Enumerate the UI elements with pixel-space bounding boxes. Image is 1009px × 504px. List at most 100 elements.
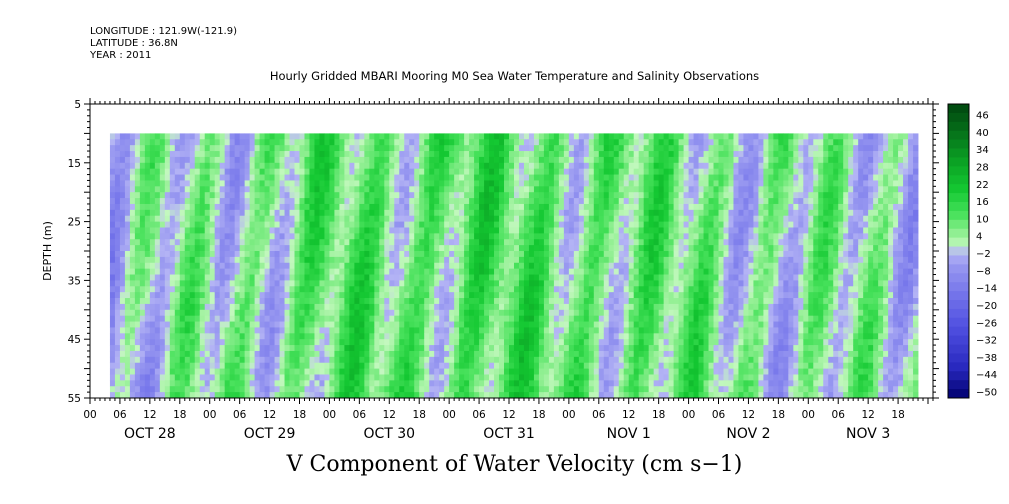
heatmap-cell — [384, 239, 390, 246]
heatmap-cell — [653, 262, 660, 270]
heatmap-cell — [399, 251, 405, 258]
heatmap-cell — [439, 345, 445, 352]
heatmap-cell — [479, 209, 485, 217]
heatmap-cell — [194, 245, 201, 252]
heatmap-cell — [154, 339, 161, 346]
heatmap-cell — [513, 239, 520, 246]
heatmap-cell — [414, 362, 420, 369]
heatmap-cell — [224, 262, 231, 270]
heatmap-cell — [618, 298, 625, 305]
heatmap-cell — [538, 162, 545, 170]
heatmap-cell — [119, 362, 126, 369]
heatmap-cell — [264, 386, 270, 393]
heatmap-cell — [344, 145, 350, 152]
heatmap-cell — [299, 280, 305, 287]
heatmap-cell — [309, 156, 315, 164]
heatmap-cell — [364, 274, 370, 281]
heatmap-cell — [484, 186, 490, 193]
heatmap-cell — [464, 356, 470, 364]
heatmap-cell — [249, 345, 256, 352]
heatmap-cell — [563, 221, 570, 228]
heatmap-cell — [194, 168, 201, 175]
heatmap-cell — [374, 292, 380, 299]
heatmap-cell — [314, 174, 320, 181]
heatmap-cell — [284, 309, 290, 317]
heatmap-cell — [194, 268, 201, 275]
heatmap-cell — [219, 380, 226, 387]
heatmap-cell — [419, 286, 425, 293]
heatmap-cell — [249, 145, 256, 152]
heatmap-cell — [129, 386, 136, 393]
heatmap-cell — [394, 227, 400, 234]
heatmap-cell — [189, 303, 196, 311]
heatmap-cell — [369, 292, 375, 299]
heatmap-cell — [469, 233, 475, 240]
heatmap-cell — [568, 151, 575, 158]
heatmap-cell — [329, 362, 335, 369]
heatmap-cell — [324, 151, 330, 158]
heatmap-cell — [369, 392, 375, 399]
heatmap-cell — [419, 209, 425, 217]
heatmap-cell — [269, 145, 275, 152]
heatmap-cell — [154, 268, 161, 275]
heatmap-cell — [548, 203, 555, 211]
heatmap-cell — [269, 251, 275, 258]
heatmap-cell — [214, 315, 221, 322]
heatmap-cell — [194, 298, 201, 305]
heatmap-cell — [324, 345, 330, 352]
heatmap-cell — [434, 315, 440, 322]
heatmap-cell — [129, 333, 136, 340]
heatmap-cell — [349, 162, 355, 170]
heatmap-cell — [578, 345, 585, 352]
heatmap-cell — [484, 292, 490, 299]
heatmap-cell — [389, 386, 395, 393]
heatmap-cell — [124, 321, 131, 328]
heatmap-cell — [109, 345, 116, 352]
heatmap-cell — [154, 227, 161, 234]
heatmap-cell — [528, 286, 535, 293]
heatmap-cell — [254, 156, 260, 164]
heatmap-cell — [643, 139, 650, 146]
heatmap-cell — [444, 227, 450, 234]
heatmap-cell — [214, 386, 221, 393]
heatmap-cell — [643, 345, 650, 352]
heatmap-cell — [189, 339, 196, 346]
heatmap-cell — [523, 380, 530, 387]
heatmap-cell — [449, 362, 455, 369]
heatmap-cell — [558, 286, 565, 293]
heatmap-cell — [189, 215, 196, 222]
heatmap-cell — [439, 362, 445, 369]
heatmap-cell — [139, 298, 146, 305]
heatmap-cell — [618, 350, 625, 358]
heatmap-cell — [324, 315, 330, 322]
heatmap-cell — [404, 286, 410, 293]
heatmap-cell — [264, 368, 270, 375]
heatmap-cell — [239, 333, 246, 340]
heatmap-cell — [543, 280, 550, 287]
heatmap-cell — [209, 362, 216, 369]
heatmap-cell — [633, 221, 640, 228]
heatmap-cell — [279, 174, 285, 181]
heatmap-cell — [563, 227, 570, 234]
heatmap-cell — [598, 327, 605, 334]
heatmap-cell — [513, 262, 520, 270]
heatmap-cell — [169, 274, 176, 281]
heatmap-cell — [214, 215, 221, 222]
heatmap-cell — [304, 227, 310, 234]
heatmap-cell — [489, 133, 495, 140]
heatmap-cell — [109, 362, 116, 369]
heatmap-cell — [224, 168, 231, 175]
heatmap-cell — [344, 333, 350, 340]
heatmap-cell — [469, 151, 475, 158]
heatmap-cell — [164, 203, 171, 211]
heatmap-cell — [449, 327, 455, 334]
heatmap-cell — [339, 133, 345, 140]
heatmap-cell — [568, 139, 575, 146]
heatmap-cell — [653, 192, 660, 199]
heatmap-cell — [568, 356, 575, 364]
heatmap-cell — [224, 198, 231, 205]
heatmap-cell — [628, 356, 635, 364]
heatmap-cell — [598, 350, 605, 358]
heatmap-cell — [593, 280, 600, 287]
heatmap-cell — [159, 239, 166, 246]
